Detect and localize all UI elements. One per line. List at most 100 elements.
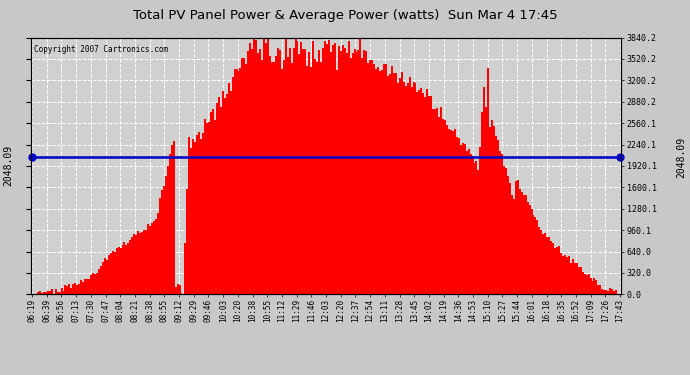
Bar	[442, 119, 444, 294]
Bar	[359, 38, 362, 294]
Bar	[507, 176, 509, 294]
Bar	[355, 52, 357, 294]
Bar	[540, 230, 542, 294]
Bar	[275, 56, 277, 294]
Bar	[320, 62, 322, 294]
Bar	[237, 71, 239, 294]
Bar	[147, 224, 149, 294]
Bar	[37, 292, 39, 294]
Bar	[277, 48, 279, 294]
Bar	[570, 263, 572, 294]
Bar	[297, 41, 299, 294]
Bar	[175, 287, 177, 294]
Bar	[526, 202, 529, 294]
Bar	[255, 40, 257, 294]
Bar	[515, 180, 517, 294]
Bar	[582, 272, 584, 294]
Bar	[352, 53, 353, 294]
Bar	[226, 94, 228, 294]
Bar	[212, 109, 214, 294]
Bar	[257, 53, 259, 294]
Bar	[413, 82, 415, 294]
Bar	[366, 51, 367, 294]
Bar	[330, 52, 332, 294]
Bar	[306, 66, 308, 294]
Bar	[584, 273, 586, 294]
Bar	[431, 96, 432, 294]
Bar	[389, 74, 391, 294]
Bar	[204, 119, 206, 294]
Bar	[59, 291, 61, 294]
Bar	[210, 112, 212, 294]
Bar	[473, 163, 475, 294]
Bar	[399, 78, 401, 294]
Bar	[420, 88, 422, 294]
Bar	[161, 190, 163, 294]
Bar	[190, 147, 193, 294]
Bar	[499, 151, 501, 294]
Bar	[246, 64, 248, 294]
Bar	[593, 278, 595, 294]
Bar	[72, 284, 75, 294]
Bar	[562, 256, 564, 294]
Bar	[98, 269, 100, 294]
Bar	[609, 288, 611, 294]
Bar	[78, 284, 80, 294]
Bar	[153, 221, 155, 294]
Bar	[452, 131, 454, 294]
Bar	[308, 52, 310, 294]
Bar	[41, 293, 43, 294]
Bar	[281, 69, 283, 294]
Bar	[55, 289, 57, 294]
Bar	[332, 45, 334, 294]
Bar	[457, 138, 460, 294]
Bar	[417, 92, 418, 294]
Bar	[428, 96, 431, 294]
Bar	[47, 291, 49, 294]
Bar	[80, 280, 82, 294]
Bar	[432, 110, 434, 294]
Bar	[170, 145, 172, 294]
Bar	[377, 68, 379, 294]
Bar	[112, 251, 114, 294]
Bar	[139, 233, 141, 294]
Bar	[513, 199, 515, 294]
Bar	[529, 205, 531, 294]
Bar	[460, 146, 462, 294]
Bar	[489, 127, 491, 294]
Bar	[572, 259, 574, 294]
Bar	[440, 107, 442, 294]
Bar	[88, 279, 90, 294]
Bar	[501, 154, 503, 294]
Bar	[556, 247, 558, 294]
Bar	[564, 255, 566, 294]
Bar	[117, 246, 119, 294]
Bar	[116, 248, 117, 294]
Bar	[454, 129, 456, 294]
Bar	[114, 252, 116, 294]
Bar	[438, 117, 440, 294]
Bar	[371, 60, 373, 294]
Bar	[549, 237, 550, 294]
Bar	[580, 267, 582, 294]
Bar	[63, 291, 64, 294]
Bar	[415, 83, 417, 294]
Bar	[302, 49, 304, 294]
Bar	[61, 288, 63, 294]
Bar	[141, 232, 143, 294]
Bar	[542, 234, 544, 294]
Text: 2048.09: 2048.09	[677, 137, 687, 178]
Bar	[575, 263, 578, 294]
Bar	[287, 57, 288, 294]
Bar	[462, 143, 464, 294]
Bar	[485, 107, 487, 294]
Bar	[177, 284, 179, 294]
Bar	[328, 40, 330, 294]
Bar	[536, 220, 538, 294]
Bar	[94, 274, 96, 294]
Bar	[353, 49, 355, 294]
Bar	[524, 195, 526, 294]
Bar	[137, 231, 139, 294]
Bar	[444, 120, 446, 294]
Bar	[554, 248, 556, 294]
